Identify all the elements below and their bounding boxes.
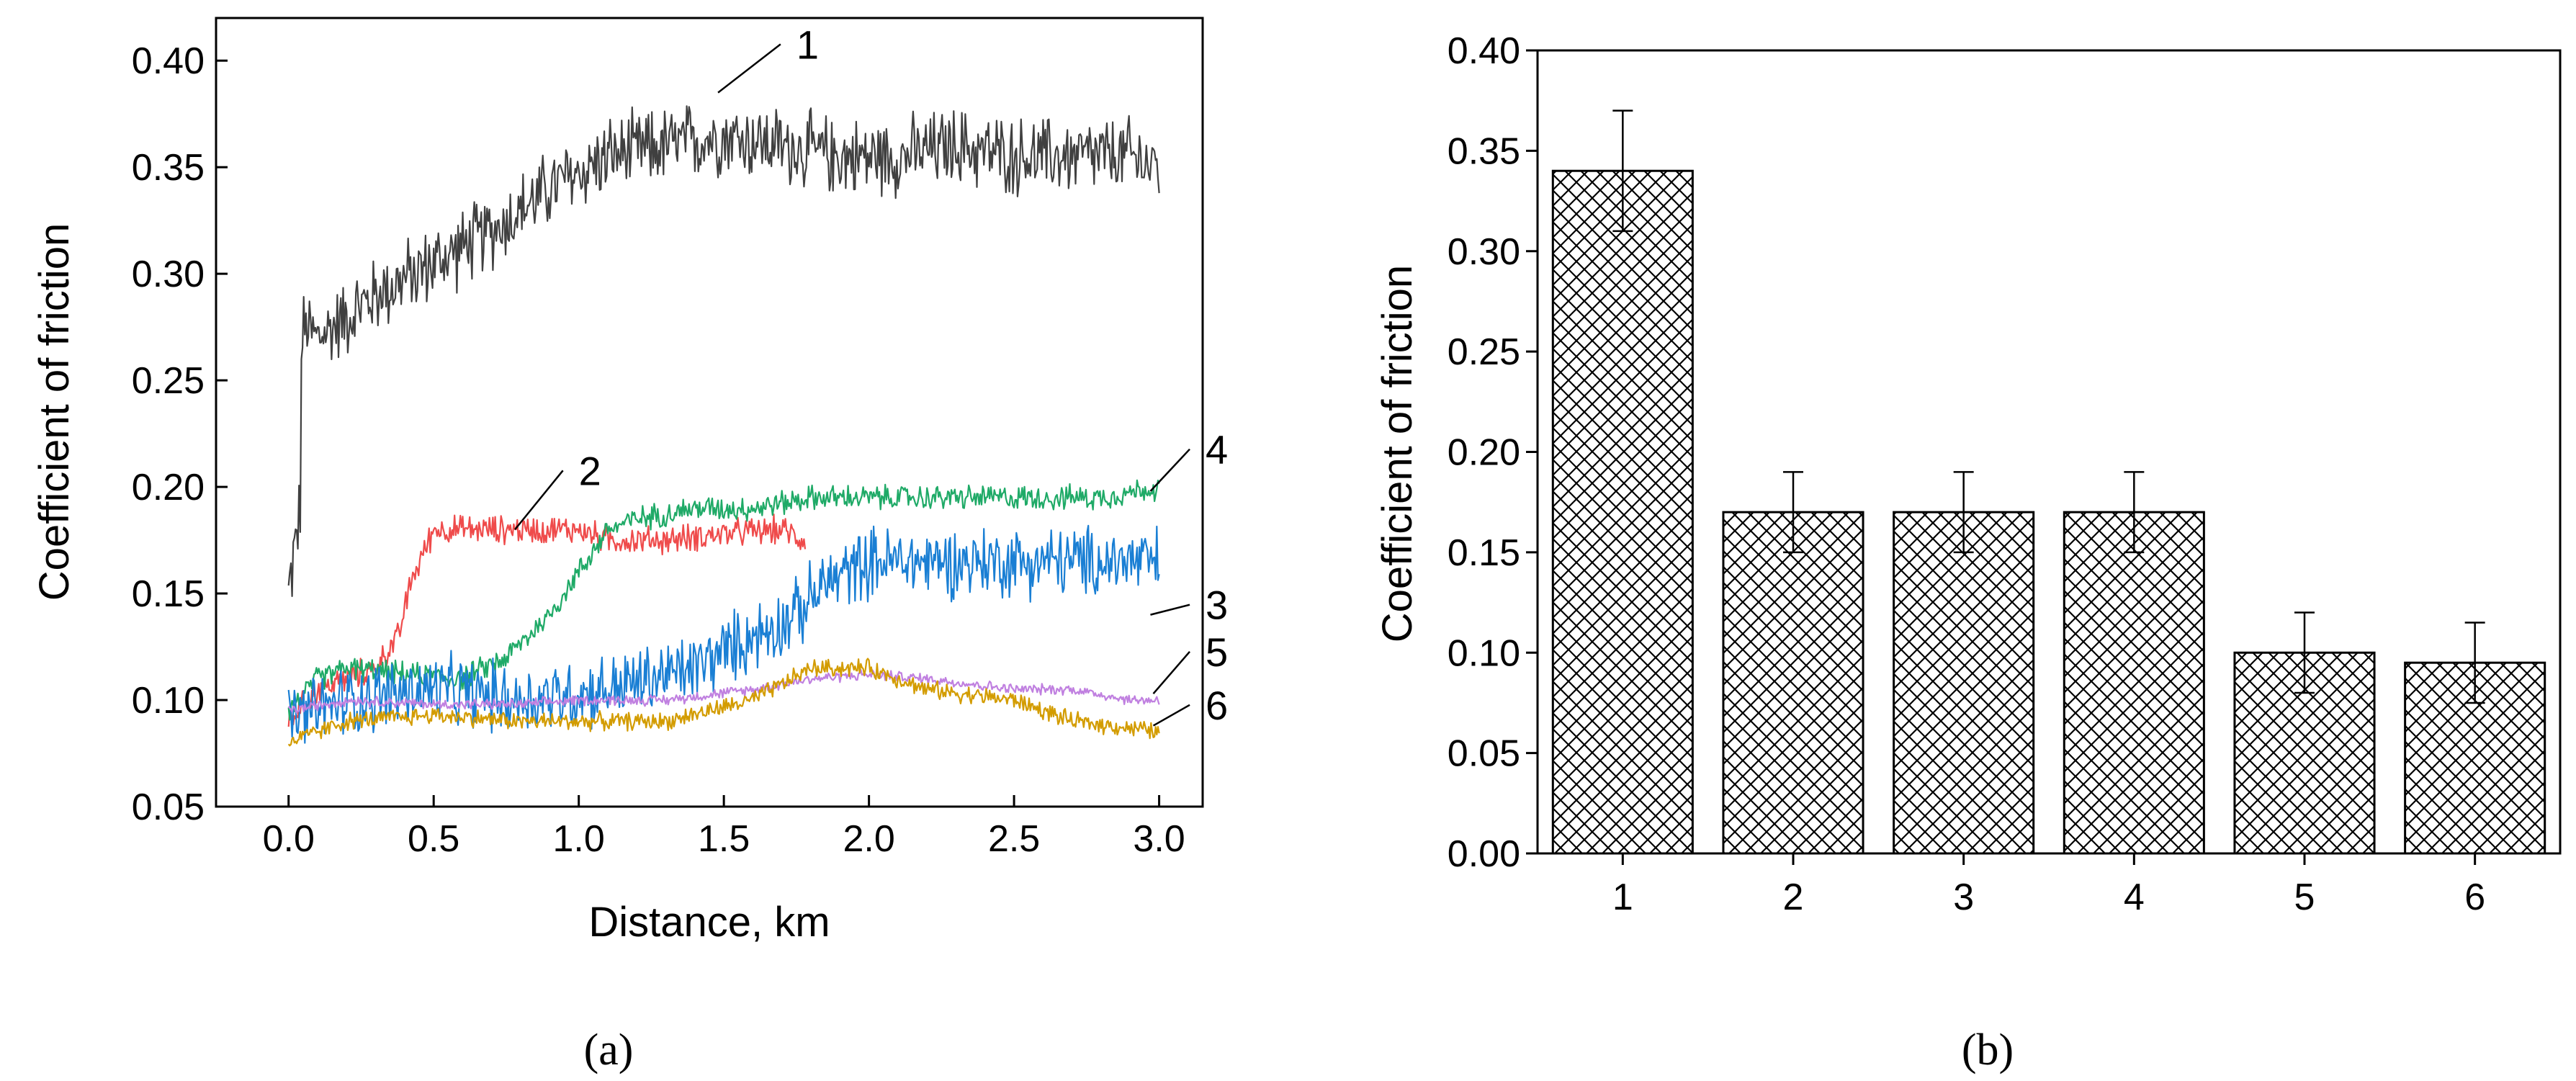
axis-ticks: 0.0 0.5 1.0 1.5 2.0 2.5 3.0 0.05 0.10 0.15 0.20 0.2…	[132, 40, 1185, 860]
curve-leader-line	[514, 470, 564, 531]
y-tick-label: 0.20	[1448, 432, 1520, 474]
series-group	[287, 105, 1160, 747]
y-tick-label: 0.35	[132, 147, 205, 189]
panel-label-b: (b)	[1962, 1026, 2014, 1075]
curve-leader-line	[1149, 448, 1190, 492]
bar-1	[1551, 169, 1694, 855]
series-4-line	[287, 479, 1160, 721]
bar-3	[1893, 511, 2035, 855]
x-axis-title: Distance, km	[588, 899, 830, 946]
y-tick-label: 0.05	[1448, 733, 1520, 775]
x-tick-label: 4	[2124, 876, 2145, 918]
series-5-line	[287, 669, 1160, 714]
x-tick-label: 5	[2294, 876, 2315, 918]
x-tick-label: 0.0	[263, 818, 315, 860]
y-tick-label: 0.25	[132, 360, 205, 402]
y-tick-label: 0.00	[1448, 833, 1520, 875]
y-tick-label: 0.05	[132, 786, 205, 828]
series-1-line	[287, 105, 1160, 597]
series-2-line	[287, 513, 807, 727]
bars-group	[1551, 109, 2546, 855]
x-tick-label: 2.5	[988, 818, 1040, 860]
y-tick-label: 0.40	[1448, 30, 1520, 72]
y-tick-label: 0.35	[1448, 130, 1520, 172]
y-tick-label: 0.30	[1448, 231, 1520, 273]
x-tick-label: 2.0	[843, 818, 894, 860]
y-tick-label: 0.15	[132, 573, 205, 615]
x-tick-label: 2	[1783, 876, 1804, 918]
curve-leader-line	[1152, 704, 1190, 727]
x-tick-label: 1.5	[698, 818, 750, 860]
y-tick-label: 0.30	[132, 254, 205, 295]
curve-label: 3	[1206, 583, 1228, 628]
y-tick-label: 0.20	[132, 467, 205, 508]
x-tick-label: 1	[1612, 876, 1633, 918]
curve-label: 2	[579, 448, 601, 493]
bar-4	[2063, 511, 2205, 855]
y-axis-title: Coefficient of friction	[1374, 265, 1421, 642]
x-tick-label: 3	[1953, 876, 1974, 918]
curve-leader-line	[717, 43, 781, 94]
curve-label: 5	[1206, 629, 1228, 675]
x-tick-label: 0.5	[408, 818, 459, 860]
curve-label: 4	[1206, 427, 1228, 472]
x-tick-label: 1.0	[553, 818, 605, 860]
line-chart-panel: 0.0 0.5 1.0 1.5 2.0 2.5 3.0 0.05 0.10 0.15 0.20 0.2…	[31, 17, 1228, 1075]
y-tick-label: 0.10	[1448, 632, 1520, 674]
x-tick-label: 6	[2464, 876, 2485, 918]
curve-leader-line	[1152, 651, 1190, 694]
bar-chart-panel: 0.00 0.05 0.10 0.15 0.20 0.25 0.30 0.35 0.40 1 2 3 4…	[1374, 30, 2562, 1075]
annotation-group: 1 2 4 35 6	[514, 22, 1228, 728]
x-tick-label: 3.0	[1133, 818, 1185, 860]
plot-frame	[215, 17, 1204, 808]
curve-label: 6	[1206, 683, 1228, 728]
y-axis-title: Coefficient of friction	[31, 223, 78, 601]
series-6-line	[287, 658, 1160, 747]
y-tick-label: 0.25	[1448, 331, 1520, 373]
bar-2	[1722, 511, 1864, 855]
curve-label: 1	[796, 22, 819, 67]
curve-leader-line	[1150, 604, 1190, 616]
y-tick-label: 0.10	[132, 680, 205, 722]
series-3-line	[287, 524, 1160, 744]
y-tick-label: 0.40	[132, 40, 205, 82]
panel-label-a: (a)	[584, 1026, 634, 1075]
y-tick-label: 0.15	[1448, 532, 1520, 574]
axis-ticks: 0.00 0.05 0.10 0.15 0.20 0.25 0.30 0.35 0.40 1 2 3 4…	[1448, 30, 2485, 918]
